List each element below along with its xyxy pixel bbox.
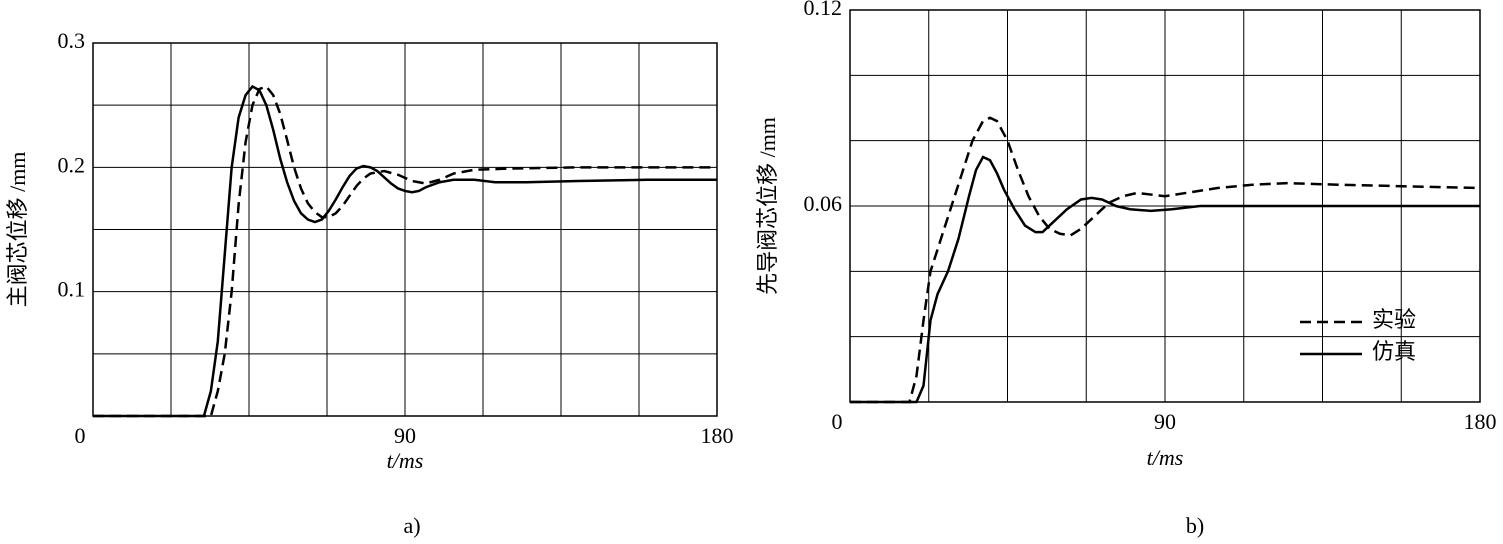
x-tick-label: 0 [75, 423, 86, 448]
y-tick-label: 0.12 [804, 0, 843, 20]
x-tick-label: 0 [832, 409, 843, 434]
caption: b) [1186, 513, 1204, 538]
x-tick-label: 90 [394, 423, 416, 448]
series-line [93, 84, 717, 418]
y-tick-label: 0.1 [58, 277, 86, 302]
y-tick-label: 0.2 [58, 152, 86, 177]
x-tick-label: 90 [1154, 409, 1176, 434]
y-axis-label: 先导阀芯位移 /mm [755, 117, 780, 295]
legend-label: 实验 [1372, 307, 1416, 332]
x-tick-label: 180 [701, 423, 734, 448]
x-tick-label: 180 [1464, 409, 1497, 434]
series-line [850, 155, 1480, 404]
x-axis-label: t/ms [1147, 445, 1184, 470]
y-tick-label: 0.06 [804, 191, 843, 216]
x-axis-label: t/ms [387, 448, 424, 473]
y-axis-label: 主阀芯位移 /mm [5, 152, 30, 308]
caption: a) [403, 513, 420, 538]
y-tick-label: 0.3 [58, 28, 86, 53]
legend-label: 仿真 [1372, 339, 1416, 364]
